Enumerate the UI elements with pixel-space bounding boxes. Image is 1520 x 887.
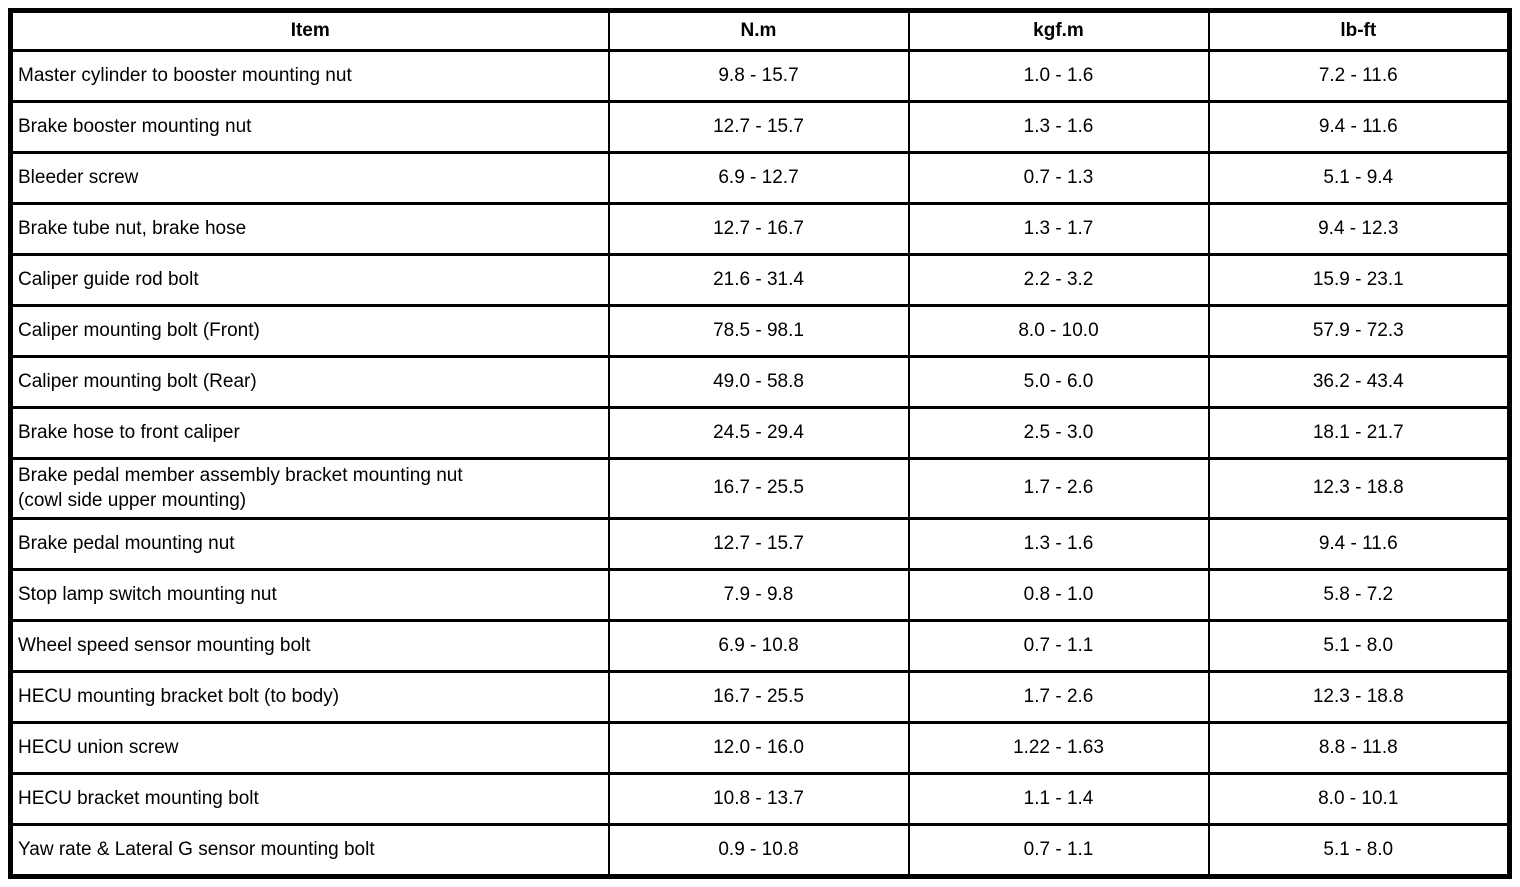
table-row: Caliper mounting bolt (Rear) 49.0 - 58.8 5… [9,355,1511,409]
table-row: Brake tube nut, brake hose 12.7 - 16.7 1.3… [9,202,1511,256]
table-row: Brake pedal member assembly bracket moun… [9,456,1511,521]
cell-lbft: 57.9 - 72.3 [1207,304,1511,358]
cell-nm: 9.8 - 15.7 [607,49,910,103]
table-row: Brake hose to front caliper 24.5 - 29.4 2.… [9,406,1511,460]
cell-lbft: 15.9 - 23.1 [1207,253,1511,307]
cell-kgfm: 0.7 - 1.1 [907,619,1210,674]
cell-kgfm: 1.22 - 1.63 [907,721,1210,776]
cell-lbft: 12.3 - 18.8 [1207,670,1511,725]
cell-kgfm: 8.0 - 10.0 [907,304,1210,358]
cell-nm: 0.9 - 10.8 [607,823,910,879]
cell-nm: 12.7 - 15.7 [607,100,910,154]
table-row: HECU bracket mounting bolt 10.8 - 13.7 1.1… [9,772,1511,827]
table-body: Master cylinder to booster mounting nut 9… [9,49,1511,879]
cell-kgfm: 1.3 - 1.7 [907,202,1210,256]
column-header-lbft: lb-ft [1207,9,1511,52]
table-row: Wheel speed sensor mounting bolt 6.9 - 10… [9,619,1511,674]
cell-lbft: 12.3 - 18.8 [1207,456,1511,521]
table-row: HECU union screw 12.0 - 16.0 1.22 - 1.63 8.… [9,721,1511,776]
cell-nm: 6.9 - 12.7 [607,151,910,205]
cell-kgfm: 1.7 - 2.6 [907,670,1210,725]
cell-item: Caliper mounting bolt (Rear) [9,355,610,409]
column-header-kgfm: kgf.m [907,9,1210,52]
torque-spec-table: Item N.m kgf.m lb-ft Master cylinder to … [8,8,1512,880]
table-row: Master cylinder to booster mounting nut 9… [9,49,1511,103]
cell-kgfm: 1.3 - 1.6 [907,517,1210,572]
cell-item: Caliper mounting bolt (Front) [9,304,610,358]
cell-item: Yaw rate & Lateral G sensor mounting bol… [9,823,610,879]
cell-nm: 12.0 - 16.0 [607,721,910,776]
table-row: Caliper guide rod bolt 21.6 - 31.4 2.2 - 3… [9,253,1511,307]
table-row: Bleeder screw 6.9 - 12.7 0.7 - 1.3 5.1 - 9.… [9,151,1511,205]
cell-kgfm: 5.0 - 6.0 [907,355,1210,409]
cell-item: HECU bracket mounting bolt [9,772,610,827]
cell-item: Caliper guide rod bolt [9,253,610,307]
column-header-nm: N.m [607,9,910,52]
cell-lbft: 8.8 - 11.8 [1207,721,1511,776]
cell-nm: 16.7 - 25.5 [607,456,910,521]
cell-kgfm: 0.8 - 1.0 [907,568,1210,623]
cell-item: Stop lamp switch mounting nut [9,568,610,623]
cell-lbft: 5.8 - 7.2 [1207,568,1511,623]
cell-lbft: 9.4 - 12.3 [1207,202,1511,256]
cell-nm: 24.5 - 29.4 [607,406,910,460]
table-row: Yaw rate & Lateral G sensor mounting bol… [9,823,1511,879]
cell-nm: 12.7 - 16.7 [607,202,910,256]
cell-lbft: 5.1 - 8.0 [1207,823,1511,879]
cell-nm: 7.9 - 9.8 [607,568,910,623]
cell-item: Brake hose to front caliper [9,406,610,460]
cell-item: Brake pedal mounting nut [9,517,610,572]
cell-item: Brake tube nut, brake hose [9,202,610,256]
table-row: Brake booster mounting nut 12.7 - 15.7 1.3… [9,100,1511,154]
cell-nm: 10.8 - 13.7 [607,772,910,827]
cell-lbft: 5.1 - 8.0 [1207,619,1511,674]
cell-kgfm: 1.1 - 1.4 [907,772,1210,827]
table-row: HECU mounting bracket bolt (to body) 16.7… [9,670,1511,725]
cell-item: Brake booster mounting nut [9,100,610,154]
table-row: Stop lamp switch mounting nut 7.9 - 9.8 0.… [9,568,1511,623]
cell-lbft: 8.0 - 10.1 [1207,772,1511,827]
cell-lbft: 36.2 - 43.4 [1207,355,1511,409]
cell-kgfm: 1.3 - 1.6 [907,100,1210,154]
cell-lbft: 5.1 - 9.4 [1207,151,1511,205]
cell-nm: 21.6 - 31.4 [607,253,910,307]
table-row: Brake pedal mounting nut 12.7 - 15.7 1.3 -… [9,517,1511,572]
cell-kgfm: 2.2 - 3.2 [907,253,1210,307]
header-row: Item N.m kgf.m lb-ft [9,9,1511,52]
cell-nm: 49.0 - 58.8 [607,355,910,409]
cell-kgfm: 1.0 - 1.6 [907,49,1210,103]
cell-item: HECU mounting bracket bolt (to body) [9,670,610,725]
column-header-item: Item [9,9,610,52]
cell-nm: 16.7 - 25.5 [607,670,910,725]
cell-item: Master cylinder to booster mounting nut [9,49,610,103]
cell-kgfm: 1.7 - 2.6 [907,456,1210,521]
cell-kgfm: 0.7 - 1.3 [907,151,1210,205]
cell-item: Wheel speed sensor mounting bolt [9,619,610,674]
cell-kgfm: 2.5 - 3.0 [907,406,1210,460]
cell-lbft: 9.4 - 11.6 [1207,100,1511,154]
cell-nm: 12.7 - 15.7 [607,517,910,572]
cell-lbft: 7.2 - 11.6 [1207,49,1511,103]
cell-nm: 78.5 - 98.1 [607,304,910,358]
cell-lbft: 18.1 - 21.7 [1207,406,1511,460]
cell-item: Brake pedal member assembly bracket moun… [9,456,610,521]
cell-kgfm: 0.7 - 1.1 [907,823,1210,879]
cell-item: Bleeder screw [9,151,610,205]
cell-nm: 6.9 - 10.8 [607,619,910,674]
table-row: Caliper mounting bolt (Front) 78.5 - 98.1… [9,304,1511,358]
cell-item: HECU union screw [9,721,610,776]
cell-lbft: 9.4 - 11.6 [1207,517,1511,572]
